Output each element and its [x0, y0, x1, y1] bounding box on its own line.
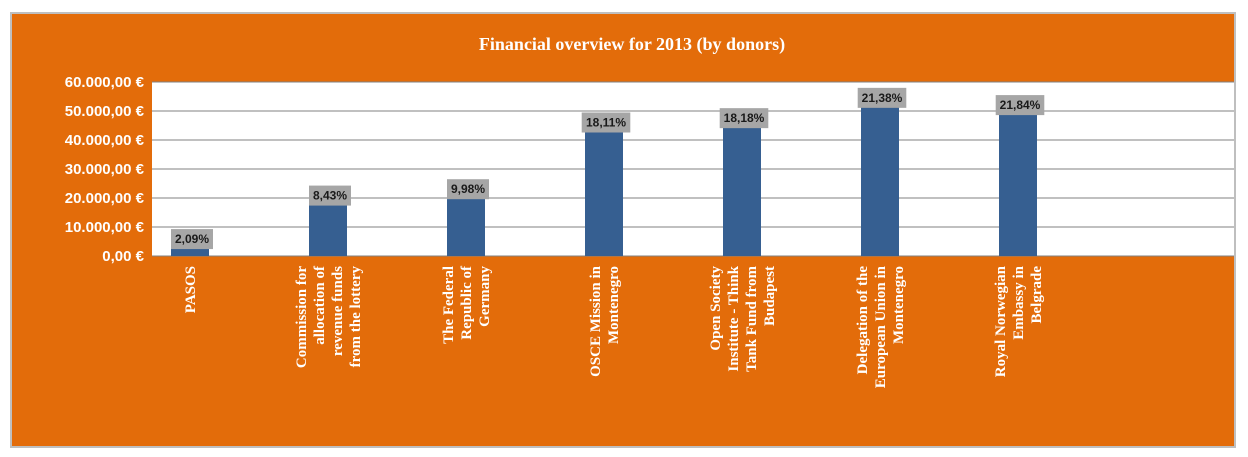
- data-label-box: [309, 185, 351, 206]
- chart-title: Financial overview for 2013 (by donors): [479, 34, 785, 55]
- x-tick-label-line: Montenegro: [606, 266, 622, 344]
- y-tick-label: 50.000,00 €: [65, 103, 145, 120]
- data-label-box: [719, 108, 769, 129]
- x-tick-label: OSCE Mission in Montenegro: [588, 265, 622, 377]
- bar: [447, 192, 485, 256]
- y-tick-label: 0,00 €: [102, 248, 144, 265]
- x-tick-label-line: Montenegro: [891, 266, 907, 344]
- x-tick-label-line: Tank Fund from: [744, 266, 760, 372]
- chart-frame: Financial overview for 2013 (by donors) …: [10, 12, 1236, 448]
- x-tick-label-line: OSCE Mission in: [588, 265, 604, 377]
- data-label: 8,43%: [313, 189, 347, 203]
- data-label-box: [447, 179, 489, 200]
- x-tick-label-line: Royal Norwegian: [993, 265, 1009, 377]
- data-label-box: [995, 95, 1045, 116]
- data-label: 9,98%: [451, 182, 485, 196]
- x-tick-label-line: Belgrade: [1029, 266, 1045, 324]
- y-axis: 0,00 € 10.000,00 € 20.000,00 € 30.000,00 € 4…: [65, 74, 145, 265]
- data-label: 21,84%: [1000, 98, 1041, 112]
- x-tick-label-line: The Federal: [441, 266, 457, 344]
- x-tick-label: The Federal Republic of Germany: [441, 265, 493, 344]
- x-tick-label-line: Budapest: [762, 266, 778, 326]
- y-tick-label: 20.000,00 €: [65, 190, 145, 207]
- y-tick-label: 60.000,00 €: [65, 74, 145, 91]
- data-label-box: [857, 87, 907, 108]
- y-tick-label: 10.000,00 €: [65, 219, 145, 236]
- bar: [723, 121, 761, 257]
- y-tick-label: 30.000,00 €: [65, 161, 145, 178]
- x-tick-label-line: allocation of: [312, 265, 328, 345]
- x-tick-label-line: Embassy in: [1011, 265, 1027, 339]
- data-label: 2,09%: [175, 232, 209, 246]
- x-tick-label-line: PASOS: [183, 266, 199, 313]
- bar: [861, 100, 899, 256]
- x-tick-label-line: Germany: [477, 266, 493, 327]
- x-tick-label: Delegation of the European Union in Monten…: [855, 265, 907, 388]
- bar: [309, 198, 347, 256]
- x-tick-label: Royal Norwegian Embassy in Belgrade: [993, 265, 1045, 377]
- x-tick-label-line: Commission for: [294, 266, 310, 368]
- x-tick-label-line: revenue funds: [330, 266, 346, 356]
- data-label: 18,11%: [586, 116, 626, 130]
- x-tick-label-line: from the lottery: [348, 266, 364, 368]
- x-tick-label-line: Institute - Think: [726, 265, 742, 371]
- data-label: 18,18%: [724, 111, 765, 125]
- x-tick-label-line: Delegation of the: [855, 266, 871, 375]
- data-label-box: [581, 112, 631, 133]
- bars: [171, 100, 1037, 257]
- bar-chart: Financial overview for 2013 (by donors) …: [12, 14, 1234, 446]
- bar: [999, 108, 1037, 256]
- x-tick-label-line: Open Society: [708, 266, 724, 351]
- data-label: 21,38%: [862, 91, 903, 105]
- x-tick-label: Commission for allocation of revenue funds…: [294, 265, 364, 368]
- data-labels: 2,09% 8,43% 9,98% 18,11% 18,18% 21,38% 21,84%: [171, 87, 1045, 250]
- x-tick-label: PASOS: [183, 266, 199, 313]
- x-tick-label-line: European Union in: [873, 265, 889, 388]
- bar: [585, 125, 623, 256]
- x-axis: PASOS Commission for allocation of revenue …: [183, 265, 1045, 388]
- y-tick-label: 40.000,00 €: [65, 132, 145, 149]
- data-label-box: [171, 229, 213, 250]
- x-tick-label: Open Society Institute - Think Tank Fund f…: [708, 265, 778, 372]
- x-tick-label-line: Republic of: [459, 265, 475, 340]
